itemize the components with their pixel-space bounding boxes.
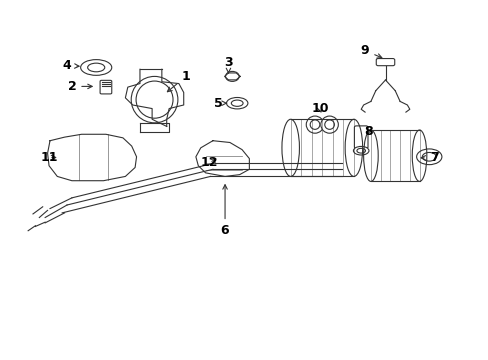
Text: 3: 3 — [224, 56, 232, 73]
Ellipse shape — [353, 147, 368, 155]
Text: 2: 2 — [67, 80, 92, 93]
FancyBboxPatch shape — [375, 59, 394, 66]
Ellipse shape — [320, 116, 338, 133]
Text: 8: 8 — [364, 125, 372, 138]
Ellipse shape — [231, 100, 243, 106]
Ellipse shape — [324, 120, 334, 129]
Ellipse shape — [87, 63, 104, 72]
Text: 7: 7 — [420, 151, 438, 165]
Ellipse shape — [226, 98, 247, 109]
Text: 4: 4 — [62, 59, 79, 72]
FancyBboxPatch shape — [354, 126, 367, 148]
Ellipse shape — [356, 148, 365, 153]
Ellipse shape — [422, 152, 435, 161]
Ellipse shape — [305, 116, 323, 133]
Text: 10: 10 — [310, 102, 328, 115]
Text: 11: 11 — [40, 151, 58, 164]
Ellipse shape — [81, 60, 112, 75]
Text: 6: 6 — [220, 185, 229, 237]
Ellipse shape — [309, 120, 319, 129]
Text: 1: 1 — [167, 70, 190, 92]
Text: 5: 5 — [214, 97, 226, 110]
Ellipse shape — [416, 149, 441, 165]
Text: 9: 9 — [360, 44, 381, 58]
Text: 12: 12 — [201, 156, 218, 169]
FancyBboxPatch shape — [100, 80, 112, 94]
